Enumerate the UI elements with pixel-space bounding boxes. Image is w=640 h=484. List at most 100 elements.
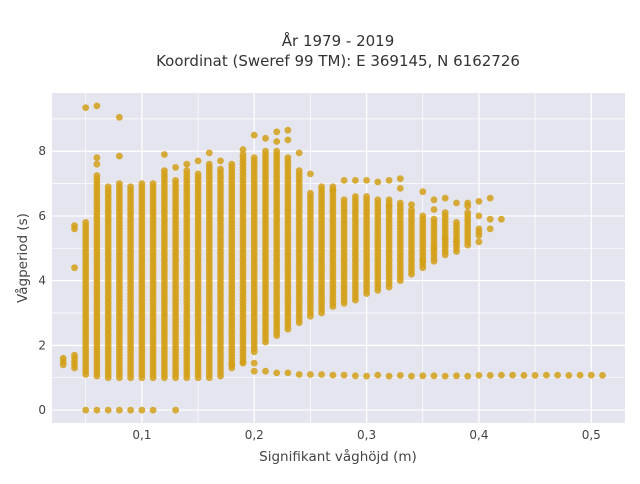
y-axis-label: Vågperiod (s)	[14, 213, 31, 303]
data-point	[82, 407, 89, 414]
data-point	[150, 407, 157, 414]
data-point	[139, 180, 146, 187]
data-point	[397, 175, 404, 182]
data-point	[318, 371, 325, 378]
data-point	[150, 180, 157, 187]
data-point	[228, 161, 235, 168]
data-point	[374, 196, 381, 203]
data-point	[521, 372, 528, 379]
data-point	[105, 183, 112, 190]
data-point	[341, 372, 348, 379]
data-point	[71, 226, 78, 233]
data-point	[94, 103, 101, 110]
data-point	[588, 372, 595, 379]
data-point	[82, 104, 89, 111]
data-point	[554, 372, 561, 379]
data-point	[116, 153, 123, 160]
data-point	[386, 177, 393, 184]
data-point	[487, 372, 494, 379]
data-point	[397, 200, 404, 207]
data-point	[296, 371, 303, 378]
data-point	[307, 371, 314, 378]
data-point	[94, 154, 101, 161]
data-point	[262, 135, 269, 142]
data-point	[408, 201, 415, 208]
data-point	[476, 238, 483, 245]
data-point	[172, 177, 179, 184]
data-point	[116, 180, 123, 187]
data-point	[296, 167, 303, 174]
data-point	[532, 372, 539, 379]
x-tick-label: 0,2	[245, 428, 264, 442]
data-point	[419, 188, 426, 195]
data-point	[476, 198, 483, 205]
data-point	[251, 154, 258, 161]
data-point	[431, 196, 438, 203]
data-point	[476, 372, 483, 379]
data-point	[71, 352, 78, 359]
data-point	[172, 164, 179, 171]
data-point	[476, 213, 483, 220]
data-point	[262, 368, 269, 375]
data-point	[397, 185, 404, 192]
data-point	[374, 372, 381, 379]
data-point	[464, 209, 471, 216]
data-point	[262, 148, 269, 155]
data-point	[161, 167, 168, 174]
data-point	[498, 216, 505, 223]
data-point	[251, 360, 258, 367]
data-point	[476, 226, 483, 233]
data-point	[71, 264, 78, 271]
data-point	[431, 372, 438, 379]
data-point	[352, 177, 359, 184]
x-tick-labels: 0,10,20,30,40,5	[132, 428, 601, 442]
data-point	[419, 213, 426, 220]
data-point	[363, 373, 370, 380]
data-point	[285, 154, 292, 161]
data-point	[60, 355, 67, 362]
data-point	[453, 200, 460, 207]
data-point	[509, 372, 516, 379]
data-point	[599, 372, 606, 379]
data-point	[161, 151, 168, 158]
data-point	[195, 171, 202, 178]
data-point	[94, 161, 101, 168]
data-point	[318, 183, 325, 190]
data-point	[217, 166, 224, 173]
data-point	[341, 196, 348, 203]
data-point	[82, 219, 89, 226]
data-point	[442, 209, 449, 216]
data-point	[172, 407, 179, 414]
data-point	[330, 187, 337, 194]
plot-background	[52, 93, 625, 423]
data-point	[206, 150, 213, 157]
data-point	[273, 148, 280, 155]
data-point	[386, 203, 393, 210]
data-point	[498, 372, 505, 379]
data-point	[285, 127, 292, 134]
data-point	[408, 373, 415, 380]
y-tick-label: 8	[38, 144, 46, 158]
data-point	[183, 161, 190, 168]
data-point	[543, 372, 550, 379]
data-point	[487, 226, 494, 233]
data-point	[442, 235, 449, 242]
data-point	[240, 146, 247, 153]
data-point	[251, 368, 258, 375]
data-point	[240, 360, 247, 367]
data-point	[116, 114, 123, 121]
data-point	[565, 372, 572, 379]
data-point	[94, 172, 101, 179]
data-point	[386, 196, 393, 203]
data-point	[374, 179, 381, 186]
data-point	[127, 183, 134, 190]
data-point	[431, 206, 438, 213]
data-point	[127, 407, 134, 414]
data-point	[363, 177, 370, 184]
data-point	[487, 195, 494, 202]
x-tick-label: 0,3	[357, 428, 376, 442]
data-point	[273, 138, 280, 145]
data-point	[285, 370, 292, 377]
data-point	[453, 238, 460, 245]
